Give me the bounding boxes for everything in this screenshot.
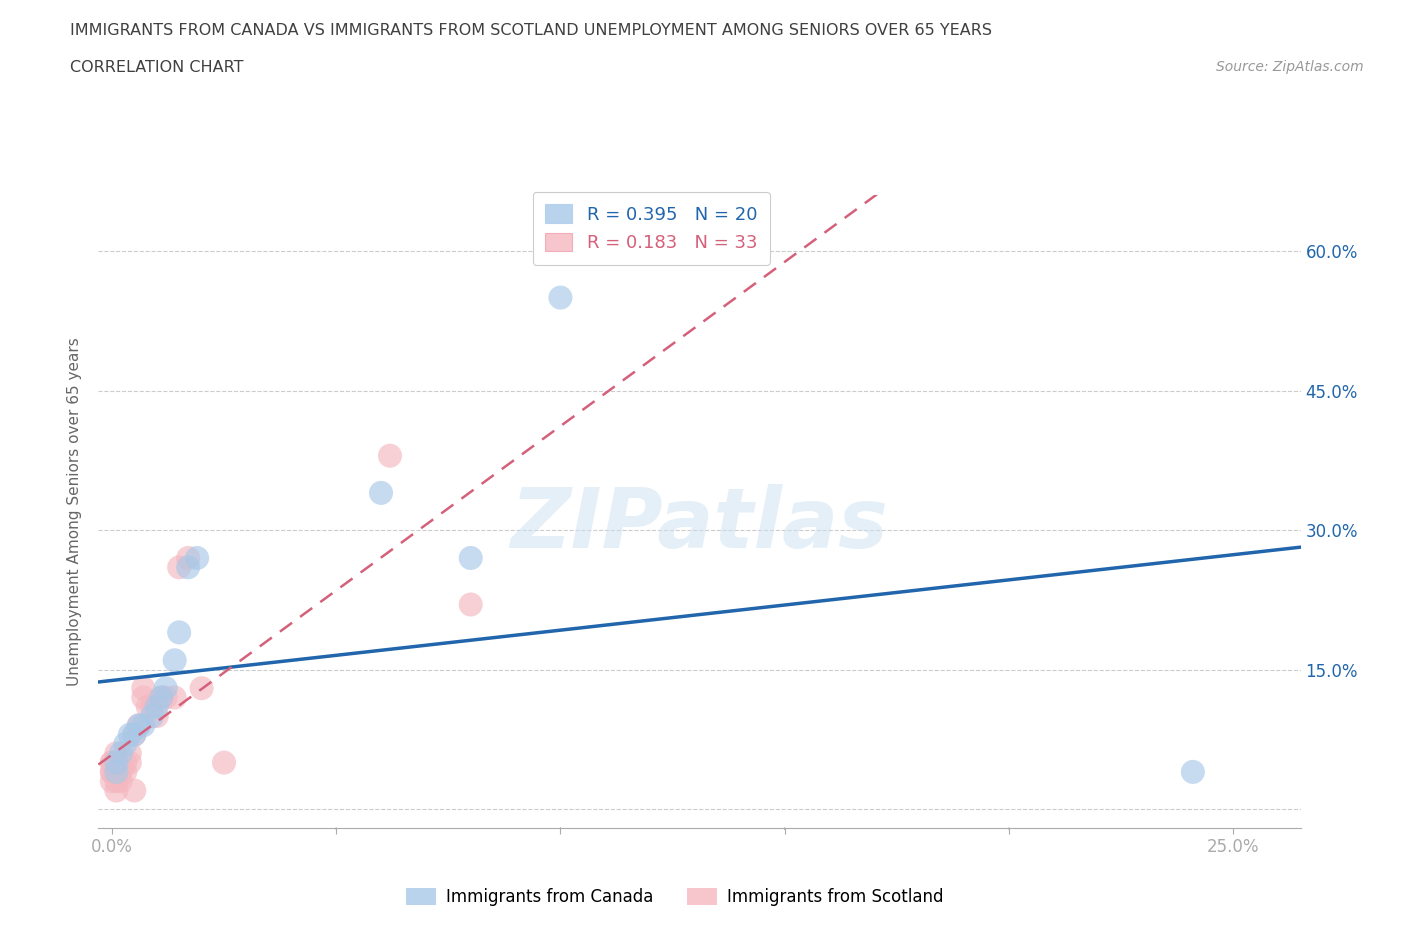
Point (460, 597, 482, 612)
Point (101, 764, 124, 779)
Point (124, 783, 146, 798)
Point (141, 699, 163, 714)
Point (460, 551, 482, 565)
Text: Source: ZipAtlas.com: Source: ZipAtlas.com (1216, 60, 1364, 74)
Point (110, 764, 132, 779)
Point (110, 755, 132, 770)
Text: CORRELATION CHART: CORRELATION CHART (70, 60, 243, 75)
Point (132, 681, 155, 696)
Point (167, 560, 190, 575)
Point (101, 755, 124, 770)
Point (177, 560, 200, 575)
Point (1181, 764, 1204, 779)
Point (124, 727, 146, 742)
Point (155, 690, 177, 705)
Point (118, 727, 141, 742)
Point (110, 774, 132, 789)
Point (105, 764, 128, 779)
Point (177, 551, 200, 565)
Point (114, 755, 136, 770)
Point (118, 755, 141, 770)
Point (150, 690, 173, 705)
Point (105, 755, 128, 770)
Point (105, 774, 128, 789)
Point (114, 764, 136, 779)
Text: ZIPatlas: ZIPatlas (510, 484, 889, 565)
Point (101, 774, 124, 789)
Point (114, 737, 136, 751)
Point (550, 290, 572, 305)
Point (128, 718, 150, 733)
Point (124, 727, 146, 742)
Point (145, 699, 167, 714)
Point (186, 551, 208, 565)
Point (145, 709, 167, 724)
Text: IMMIGRANTS FROM CANADA VS IMMIGRANTS FROM SCOTLAND UNEMPLOYMENT AMONG SENIORS OV: IMMIGRANTS FROM CANADA VS IMMIGRANTS FRO… (70, 23, 993, 38)
Point (110, 746, 132, 761)
Point (101, 755, 124, 770)
Point (163, 690, 186, 705)
Point (118, 746, 141, 761)
Point (132, 718, 155, 733)
Point (167, 625, 190, 640)
Point (105, 755, 128, 770)
Point (378, 448, 401, 463)
Point (136, 699, 159, 714)
Point (212, 755, 235, 770)
Point (132, 690, 155, 705)
Point (190, 681, 212, 696)
Point (101, 764, 124, 779)
Point (105, 746, 128, 761)
Point (105, 783, 128, 798)
Point (128, 718, 150, 733)
Point (163, 653, 186, 668)
Point (370, 485, 392, 500)
Point (141, 709, 163, 724)
Y-axis label: Unemployment Among Seniors over 65 years: Unemployment Among Seniors over 65 years (67, 338, 83, 686)
Point (150, 690, 173, 705)
Point (155, 681, 177, 696)
Legend: Immigrants from Canada, Immigrants from Scotland: Immigrants from Canada, Immigrants from … (399, 881, 950, 912)
Legend: R = 0.395   N = 20, R = 0.183   N = 33: R = 0.395 N = 20, R = 0.183 N = 33 (533, 192, 770, 265)
